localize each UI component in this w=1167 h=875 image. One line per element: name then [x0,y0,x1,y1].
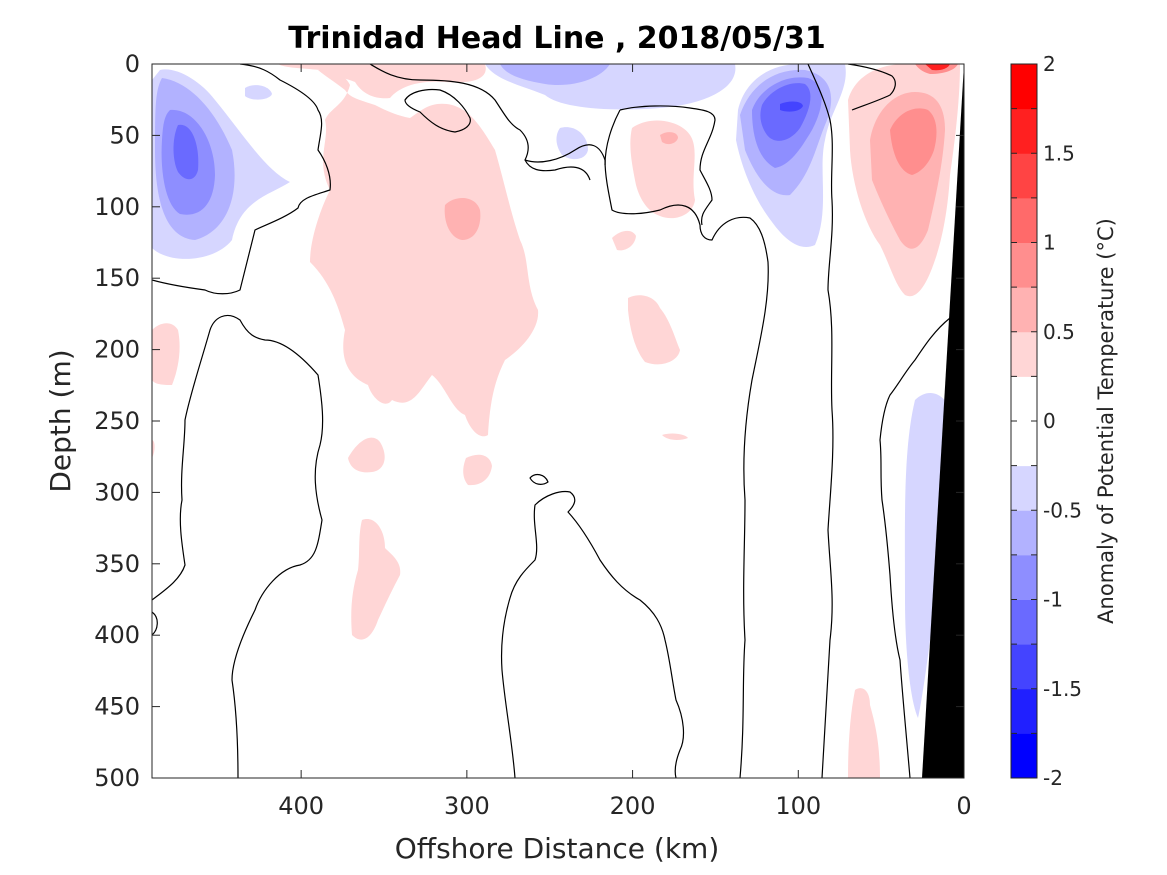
x-tick-label: 100 [775,792,821,820]
colorbar-swatch [1011,688,1037,734]
colorbar: 2 1.5 1 0.5 0 -0.5 -1 -1.5 -2 [1010,52,1082,790]
warm-core-nearshore [848,64,960,297]
colorbar-swatch [1011,599,1037,645]
warm-patches-deep [351,519,880,778]
y-tick-label: 200 [94,336,140,364]
x-tick-label: 0 [956,792,971,820]
y-tick-label: 0 [125,50,140,78]
x-axis: 400 300 200 100 0 [278,64,972,820]
colorbar-swatch [1011,465,1037,511]
y-axis-label: Depth (m) [44,349,77,492]
colorbar-swatch [1011,64,1037,110]
colorbar-tick-label: -1.5 [1043,677,1082,701]
colorbar-tick-label: -2 [1043,766,1063,790]
colorbar-tick-label: -1 [1043,588,1063,612]
colorbar-swatch [1011,644,1037,690]
colorbar-tick-label: 0 [1043,409,1056,433]
colorbar-swatch [1011,376,1037,422]
zero-contours [152,64,951,778]
colorbar-tick-label: 0.5 [1043,320,1075,344]
colorbar-swatch [1011,554,1037,600]
y-tick-label: 300 [94,478,140,506]
colorbar-tick-label: -0.5 [1043,498,1082,522]
colorbar-swatch [1011,510,1037,556]
y-tick-label: 400 [94,621,140,649]
y-tick-label: 250 [94,407,140,435]
colorbar-swatch [1011,242,1037,288]
chart-title: Trinidad Head Line , 2018/05/31 [288,21,825,56]
colorbar-tick-label: 1.5 [1043,141,1075,165]
colorbar-swatches [1011,63,1037,779]
anomaly-field [152,64,964,778]
colorbar-swatch [1011,421,1037,467]
colorbar-tick-label: 1 [1043,231,1056,255]
y-tick-label: 50 [109,121,140,149]
cold-core-offshore [152,69,290,259]
colorbar-swatch [1011,331,1037,377]
cold-patch-surface [245,64,736,160]
colorbar-swatch [1011,197,1037,243]
colorbar-ticks: 2 1.5 1 0.5 0 -0.5 -1 -1.5 -2 [1043,52,1082,790]
x-tick-label: 300 [444,792,490,820]
colorbar-tick-label: 2 [1043,52,1056,76]
x-axis-label: Offshore Distance (km) [395,832,720,865]
y-tick-label: 350 [94,550,140,578]
colorbar-swatch [1011,153,1037,199]
warm-body-central [152,64,695,486]
colorbar-frame [1010,63,1038,779]
x-tick-label: 400 [278,792,324,820]
colorbar-swatch [1011,108,1037,154]
colorbar-swatch [1011,733,1037,779]
y-tick-label: 100 [94,193,140,221]
plot-area: 400 300 200 100 0 0 50 100 150 200 250 300 350 400 45… [94,50,971,820]
x-tick-label: 200 [610,792,656,820]
y-axis: 0 50 100 150 200 250 300 350 400 450 500 [94,50,964,792]
y-tick-label: 450 [94,693,140,721]
cold-core-nearshore [736,64,846,248]
y-tick-label: 500 [94,764,140,792]
bathymetry-mask [922,64,964,778]
colorbar-label: Anomaly of Potential Temperature (°C) [1094,218,1118,624]
y-tick-label: 150 [94,264,140,292]
colorbar-swatch [1011,287,1037,333]
